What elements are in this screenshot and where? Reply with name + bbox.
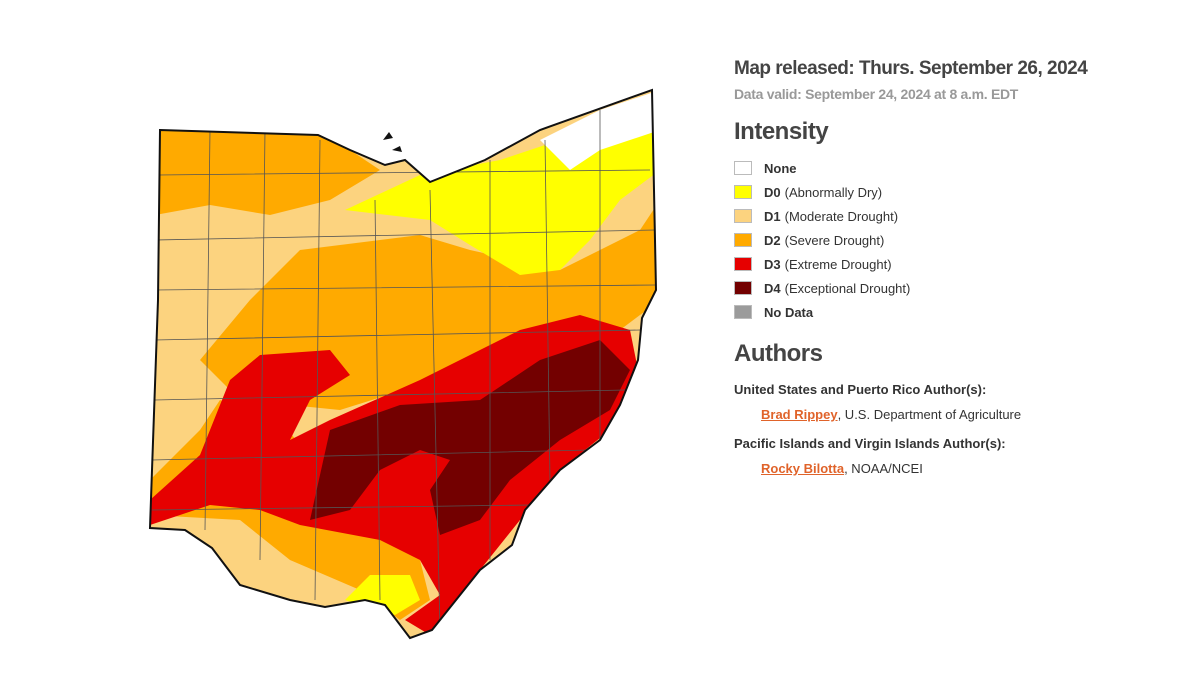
intensity-title: Intensity bbox=[734, 118, 829, 145]
legend-item: No Data bbox=[734, 300, 1174, 324]
legend-code: D1 bbox=[764, 208, 781, 224]
authors: United States and Puerto Rico Author(s):… bbox=[734, 382, 1174, 476]
legend-code: D4 bbox=[764, 280, 781, 296]
legend-code: No Data bbox=[764, 304, 814, 320]
legend-swatch bbox=[734, 209, 752, 223]
author-line: Brad Rippey, U.S. Department of Agricult… bbox=[761, 407, 1174, 422]
legend-code: D2 bbox=[764, 232, 781, 248]
legend-code: D3 bbox=[764, 256, 781, 272]
legend-desc: (Exceptional Drought) bbox=[784, 280, 911, 296]
legend: None D0 (Abnormally Dry) D1 (Moderate Drough… bbox=[734, 156, 1174, 324]
legend-code: None bbox=[764, 160, 797, 176]
legend-item: D1 (Moderate Drought) bbox=[734, 204, 1174, 228]
release-date: Map released: Thurs. September 26, 2024 bbox=[734, 58, 1088, 79]
legend-item: None bbox=[734, 156, 1174, 180]
legend-panel: Map released: Thurs. September 26, 2024 … bbox=[734, 58, 1174, 476]
author-heading: Pacific Islands and Virgin Islands Autho… bbox=[734, 436, 1006, 451]
legend-item: D0 (Abnormally Dry) bbox=[734, 180, 1174, 204]
author-link[interactable]: Brad Rippey bbox=[761, 407, 838, 422]
legend-item: D2 (Severe Drought) bbox=[734, 228, 1174, 252]
legend-item: D3 (Extreme Drought) bbox=[734, 252, 1174, 276]
legend-code: D0 bbox=[764, 184, 781, 200]
legend-desc: (Moderate Drought) bbox=[784, 208, 899, 224]
author-heading: United States and Puerto Rico Author(s): bbox=[734, 382, 987, 397]
author-affiliation: , U.S. Department of Agriculture bbox=[837, 407, 1022, 422]
legend-swatch bbox=[734, 233, 752, 247]
legend-desc: (Severe Drought) bbox=[784, 232, 885, 248]
author-line: Rocky Bilotta, NOAA/NCEI bbox=[761, 461, 1174, 476]
valid-date: Data valid: September 24, 2024 at 8 a.m.… bbox=[734, 86, 1019, 102]
legend-swatch bbox=[734, 281, 752, 295]
legend-swatch bbox=[734, 305, 752, 319]
legend-item: D4 (Exceptional Drought) bbox=[734, 276, 1174, 300]
legend-desc: (Abnormally Dry) bbox=[784, 184, 883, 200]
authors-title: Authors bbox=[734, 340, 823, 367]
author-affiliation: , NOAA/NCEI bbox=[844, 461, 923, 476]
legend-desc: (Extreme Drought) bbox=[784, 256, 892, 272]
author-link[interactable]: Rocky Bilotta bbox=[761, 461, 845, 476]
legend-swatch bbox=[734, 161, 752, 175]
legend-swatch bbox=[734, 257, 752, 271]
legend-swatch bbox=[734, 185, 752, 199]
drought-map bbox=[148, 88, 658, 640]
